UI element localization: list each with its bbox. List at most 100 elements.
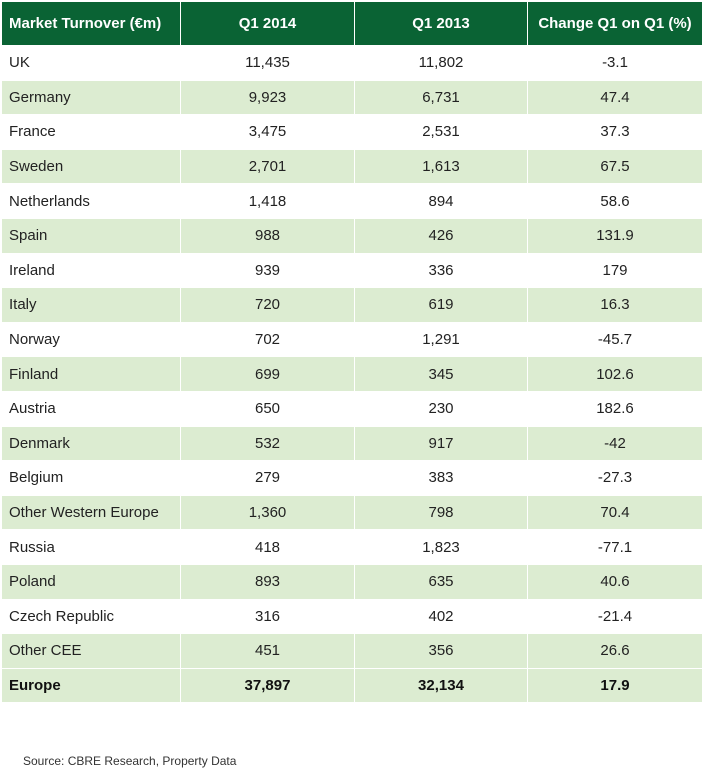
column-header-market: Market Turnover (€m)	[1, 1, 181, 46]
cell-q1-2013: 383	[354, 460, 528, 496]
cell-q1-2014: 2,701	[180, 148, 355, 185]
cell-market: Germany	[1, 79, 181, 116]
cell-change: -27.3	[527, 460, 703, 496]
cell-q1-2013: 2,531	[354, 114, 528, 150]
cell-change: 70.4	[527, 494, 703, 531]
table-row: Ireland 939 336 179	[1, 252, 703, 289]
cell-q1-2014: 699	[180, 356, 355, 392]
cell-q1-2014: 988	[180, 217, 355, 254]
total-row: Europe 37,897 32,134 17.9	[1, 667, 703, 704]
cell-market: Poland	[1, 563, 181, 600]
table-row: Other Western Europe 1,360 798 70.4	[1, 494, 703, 531]
table-row: Other CEE 451 356 26.6	[1, 633, 703, 669]
table-row: Italy 720 619 16.3	[1, 287, 703, 323]
table-row: Russia 418 1,823 -77.1	[1, 529, 703, 565]
cell-q1-2013: 426	[354, 217, 528, 254]
total-change: 17.9	[527, 667, 703, 704]
table-header-row: Market Turnover (€m) Q1 2014 Q1 2013 Cha…	[1, 1, 703, 46]
table-body: UK 11,435 11,802 -3.1 Germany 9,923 6,731 47.4 F…	[1, 45, 703, 669]
table-row: Denmark 532 917 -42	[1, 425, 703, 462]
cell-market: Netherlands	[1, 183, 181, 219]
cell-market: Italy	[1, 287, 181, 323]
cell-q1-2013: 345	[354, 356, 528, 392]
table-row: Belgium 279 383 -27.3	[1, 460, 703, 496]
cell-q1-2014: 532	[180, 425, 355, 462]
total-label: Europe	[1, 667, 181, 704]
cell-change: 182.6	[527, 390, 703, 427]
cell-q1-2014: 720	[180, 287, 355, 323]
cell-change: 58.6	[527, 183, 703, 219]
cell-change: 37.3	[527, 114, 703, 150]
cell-change: 40.6	[527, 563, 703, 600]
cell-change: 102.6	[527, 356, 703, 392]
table-row: Austria 650 230 182.6	[1, 390, 703, 427]
cell-q1-2013: 1,613	[354, 148, 528, 185]
cell-q1-2013: 402	[354, 598, 528, 635]
cell-change: 179	[527, 252, 703, 289]
cell-q1-2013: 1,823	[354, 529, 528, 565]
source-note: Source: CBRE Research, Property Data	[23, 754, 237, 768]
cell-market: France	[1, 114, 181, 150]
market-turnover-table: Market Turnover (€m) Q1 2014 Q1 2013 Cha…	[1, 1, 703, 704]
cell-change: -77.1	[527, 529, 703, 565]
cell-market: Denmark	[1, 425, 181, 462]
cell-market: Russia	[1, 529, 181, 565]
cell-q1-2014: 1,360	[180, 494, 355, 531]
cell-market: UK	[1, 45, 181, 81]
cell-market: Ireland	[1, 252, 181, 289]
cell-q1-2014: 3,475	[180, 114, 355, 150]
cell-change: -42	[527, 425, 703, 462]
cell-market: Finland	[1, 356, 181, 392]
cell-change: 47.4	[527, 79, 703, 116]
cell-change: -3.1	[527, 45, 703, 81]
cell-q1-2014: 9,923	[180, 79, 355, 116]
cell-q1-2013: 336	[354, 252, 528, 289]
cell-q1-2014: 451	[180, 633, 355, 669]
table-row: Poland 893 635 40.6	[1, 563, 703, 600]
table-row: Sweden 2,701 1,613 67.5	[1, 148, 703, 185]
cell-q1-2013: 917	[354, 425, 528, 462]
table-row: Norway 702 1,291 -45.7	[1, 321, 703, 358]
cell-q1-2014: 650	[180, 390, 355, 427]
cell-q1-2013: 6,731	[354, 79, 528, 116]
cell-q1-2013: 894	[354, 183, 528, 219]
cell-q1-2014: 279	[180, 460, 355, 496]
cell-q1-2013: 635	[354, 563, 528, 600]
cell-q1-2014: 11,435	[180, 45, 355, 81]
cell-q1-2014: 418	[180, 529, 355, 565]
table-row: Germany 9,923 6,731 47.4	[1, 79, 703, 116]
total-q1-2014: 37,897	[180, 667, 355, 704]
cell-q1-2014: 702	[180, 321, 355, 358]
cell-market: Other CEE	[1, 633, 181, 669]
cell-market: Norway	[1, 321, 181, 358]
cell-q1-2014: 316	[180, 598, 355, 635]
cell-market: Belgium	[1, 460, 181, 496]
cell-q1-2013: 11,802	[354, 45, 528, 81]
cell-q1-2013: 230	[354, 390, 528, 427]
cell-market: Austria	[1, 390, 181, 427]
table-row: France 3,475 2,531 37.3	[1, 114, 703, 150]
cell-market: Czech Republic	[1, 598, 181, 635]
table-row: Czech Republic 316 402 -21.4	[1, 598, 703, 635]
cell-change: 67.5	[527, 148, 703, 185]
cell-q1-2013: 619	[354, 287, 528, 323]
column-header-q1-2013: Q1 2013	[354, 1, 528, 46]
cell-market: Other Western Europe	[1, 494, 181, 531]
cell-change: -21.4	[527, 598, 703, 635]
cell-change: 131.9	[527, 217, 703, 254]
column-header-change: Change Q1 on Q1 (%)	[527, 1, 703, 46]
cell-q1-2014: 893	[180, 563, 355, 600]
cell-q1-2014: 1,418	[180, 183, 355, 219]
cell-market: Sweden	[1, 148, 181, 185]
table-row: Spain 988 426 131.9	[1, 217, 703, 254]
table-row: Netherlands 1,418 894 58.6	[1, 183, 703, 219]
total-q1-2013: 32,134	[354, 667, 528, 704]
table-row: UK 11,435 11,802 -3.1	[1, 45, 703, 81]
cell-change: 26.6	[527, 633, 703, 669]
cell-change: -45.7	[527, 321, 703, 358]
cell-market: Spain	[1, 217, 181, 254]
cell-change: 16.3	[527, 287, 703, 323]
table-row: Finland 699 345 102.6	[1, 356, 703, 392]
column-header-q1-2014: Q1 2014	[180, 1, 355, 46]
cell-q1-2013: 356	[354, 633, 528, 669]
